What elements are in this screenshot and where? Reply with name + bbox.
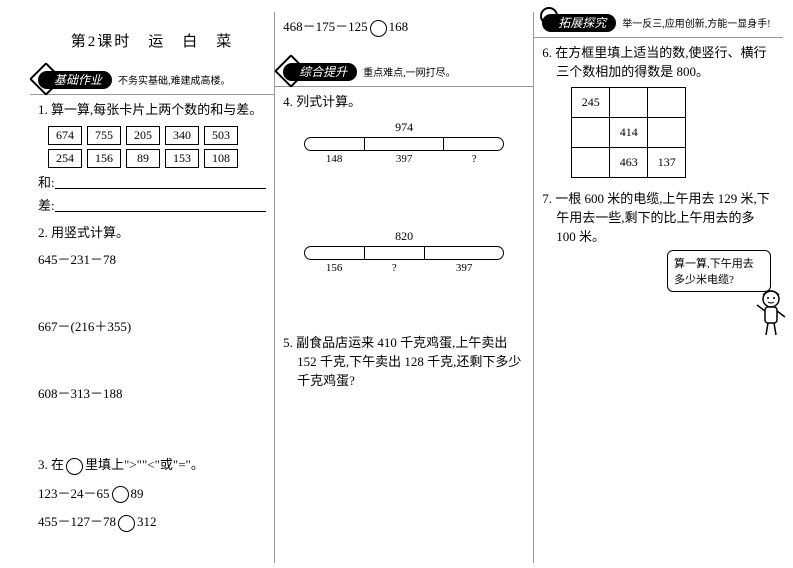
q2b: 667－(216＋355) <box>38 316 266 335</box>
q6-text: 6. 在方框里填上适当的数,使竖行、横行三个数相加的得数是 800。 <box>542 42 775 80</box>
sum-label: 和: <box>38 172 55 195</box>
bar1-s1: 148 <box>304 153 364 165</box>
grid-cell-blank[interactable] <box>609 87 648 118</box>
section-basic: 基础作业 不务实基础,难建成高楼。 <box>38 71 266 88</box>
ext-badge-label: 拓展探究 <box>542 14 616 32</box>
card: 108 <box>204 149 238 168</box>
grid-cell: 414 <box>609 117 648 148</box>
card: 205 <box>126 126 160 145</box>
bar-diagram-2: 820 156 ? 397 <box>304 229 504 274</box>
q2-text: 2. 用竖式计算。 <box>38 222 266 241</box>
q2a: 645－231－78 <box>38 249 266 268</box>
bar-diagram-1: 974 148 397 ? <box>304 120 504 165</box>
speech-callout: 算一算,下午用去多少米电缆? <box>667 250 771 292</box>
q1-text: 1. 算一算,每张卡片上两个数的和与差。 <box>38 99 266 118</box>
synth-subtitle: 重点难点,一网打尽。 <box>363 64 456 79</box>
q6-grid: 245 414 463 137 <box>572 88 775 178</box>
lesson-title: 第2课时 运 白 菜 <box>38 30 266 51</box>
q1-row2: 254 156 89 153 108 <box>48 149 266 168</box>
card: 340 <box>165 126 199 145</box>
grid-cell: 245 <box>571 87 610 118</box>
basic-subtitle: 不务实基础,难建成高楼。 <box>118 72 231 87</box>
grid-cell-blank[interactable] <box>571 147 610 178</box>
boy-icon <box>751 287 791 345</box>
grid-cell-blank[interactable] <box>647 117 686 148</box>
grid-cell: 137 <box>647 147 686 178</box>
bar2-s2: ? <box>364 262 424 274</box>
q3-text: 3. 在里填上">""<"或"="。 <box>38 454 266 475</box>
card: 153 <box>165 149 199 168</box>
circle-blank[interactable] <box>370 20 387 37</box>
speech-bubble: 算一算,下午用去多少米电缆? <box>667 250 771 292</box>
circle-blank[interactable] <box>112 486 129 503</box>
bar2-total: 820 <box>304 229 504 244</box>
q3b: 455－127－78312 <box>38 511 266 532</box>
card: 755 <box>87 126 121 145</box>
bar1-total: 974 <box>304 120 504 135</box>
bar2-s1: 156 <box>304 262 364 274</box>
card: 503 <box>204 126 238 145</box>
ext-subtitle: 举一反三,应用创新,方能一显身手! <box>622 15 770 30</box>
q3a: 123－24－6589 <box>38 483 266 504</box>
grid-cell: 463 <box>609 147 648 178</box>
synth-badge-label: 综合提升 <box>283 63 357 81</box>
card: 156 <box>87 149 121 168</box>
q1-row1: 674 755 205 340 503 <box>48 126 266 145</box>
bar2-s3: 397 <box>424 262 504 274</box>
grid-cell-blank[interactable] <box>647 87 686 118</box>
card: 89 <box>126 149 160 168</box>
circle-blank[interactable] <box>118 515 135 532</box>
card: 254 <box>48 149 82 168</box>
section-synth: 综合提升 重点难点,一网打尽。 <box>283 63 525 80</box>
q7-text: 7. 一根 600 米的电缆,上午用去 129 米,下午用去一些,剩下的比上午用… <box>542 188 775 245</box>
diff-label: 差: <box>38 195 55 218</box>
grid-cell-blank[interactable] <box>571 117 610 148</box>
q5-text: 5. 副食品店运来 410 千克鸡蛋,上午卖出 152 千克,下午卖出 128 … <box>283 332 525 389</box>
q4-text: 4. 列式计算。 <box>283 91 525 110</box>
circle-icon <box>66 458 83 475</box>
bar1-s2: 397 <box>364 153 444 165</box>
section-ext: 拓展探究 举一反三,应用创新,方能一显身手! <box>542 14 775 31</box>
q2c: 608－313－188 <box>38 383 266 402</box>
bar1-s3: ? <box>444 153 504 165</box>
basic-badge-label: 基础作业 <box>38 71 112 89</box>
col2-top: 468－175－125168 <box>283 16 525 37</box>
card: 674 <box>48 126 82 145</box>
